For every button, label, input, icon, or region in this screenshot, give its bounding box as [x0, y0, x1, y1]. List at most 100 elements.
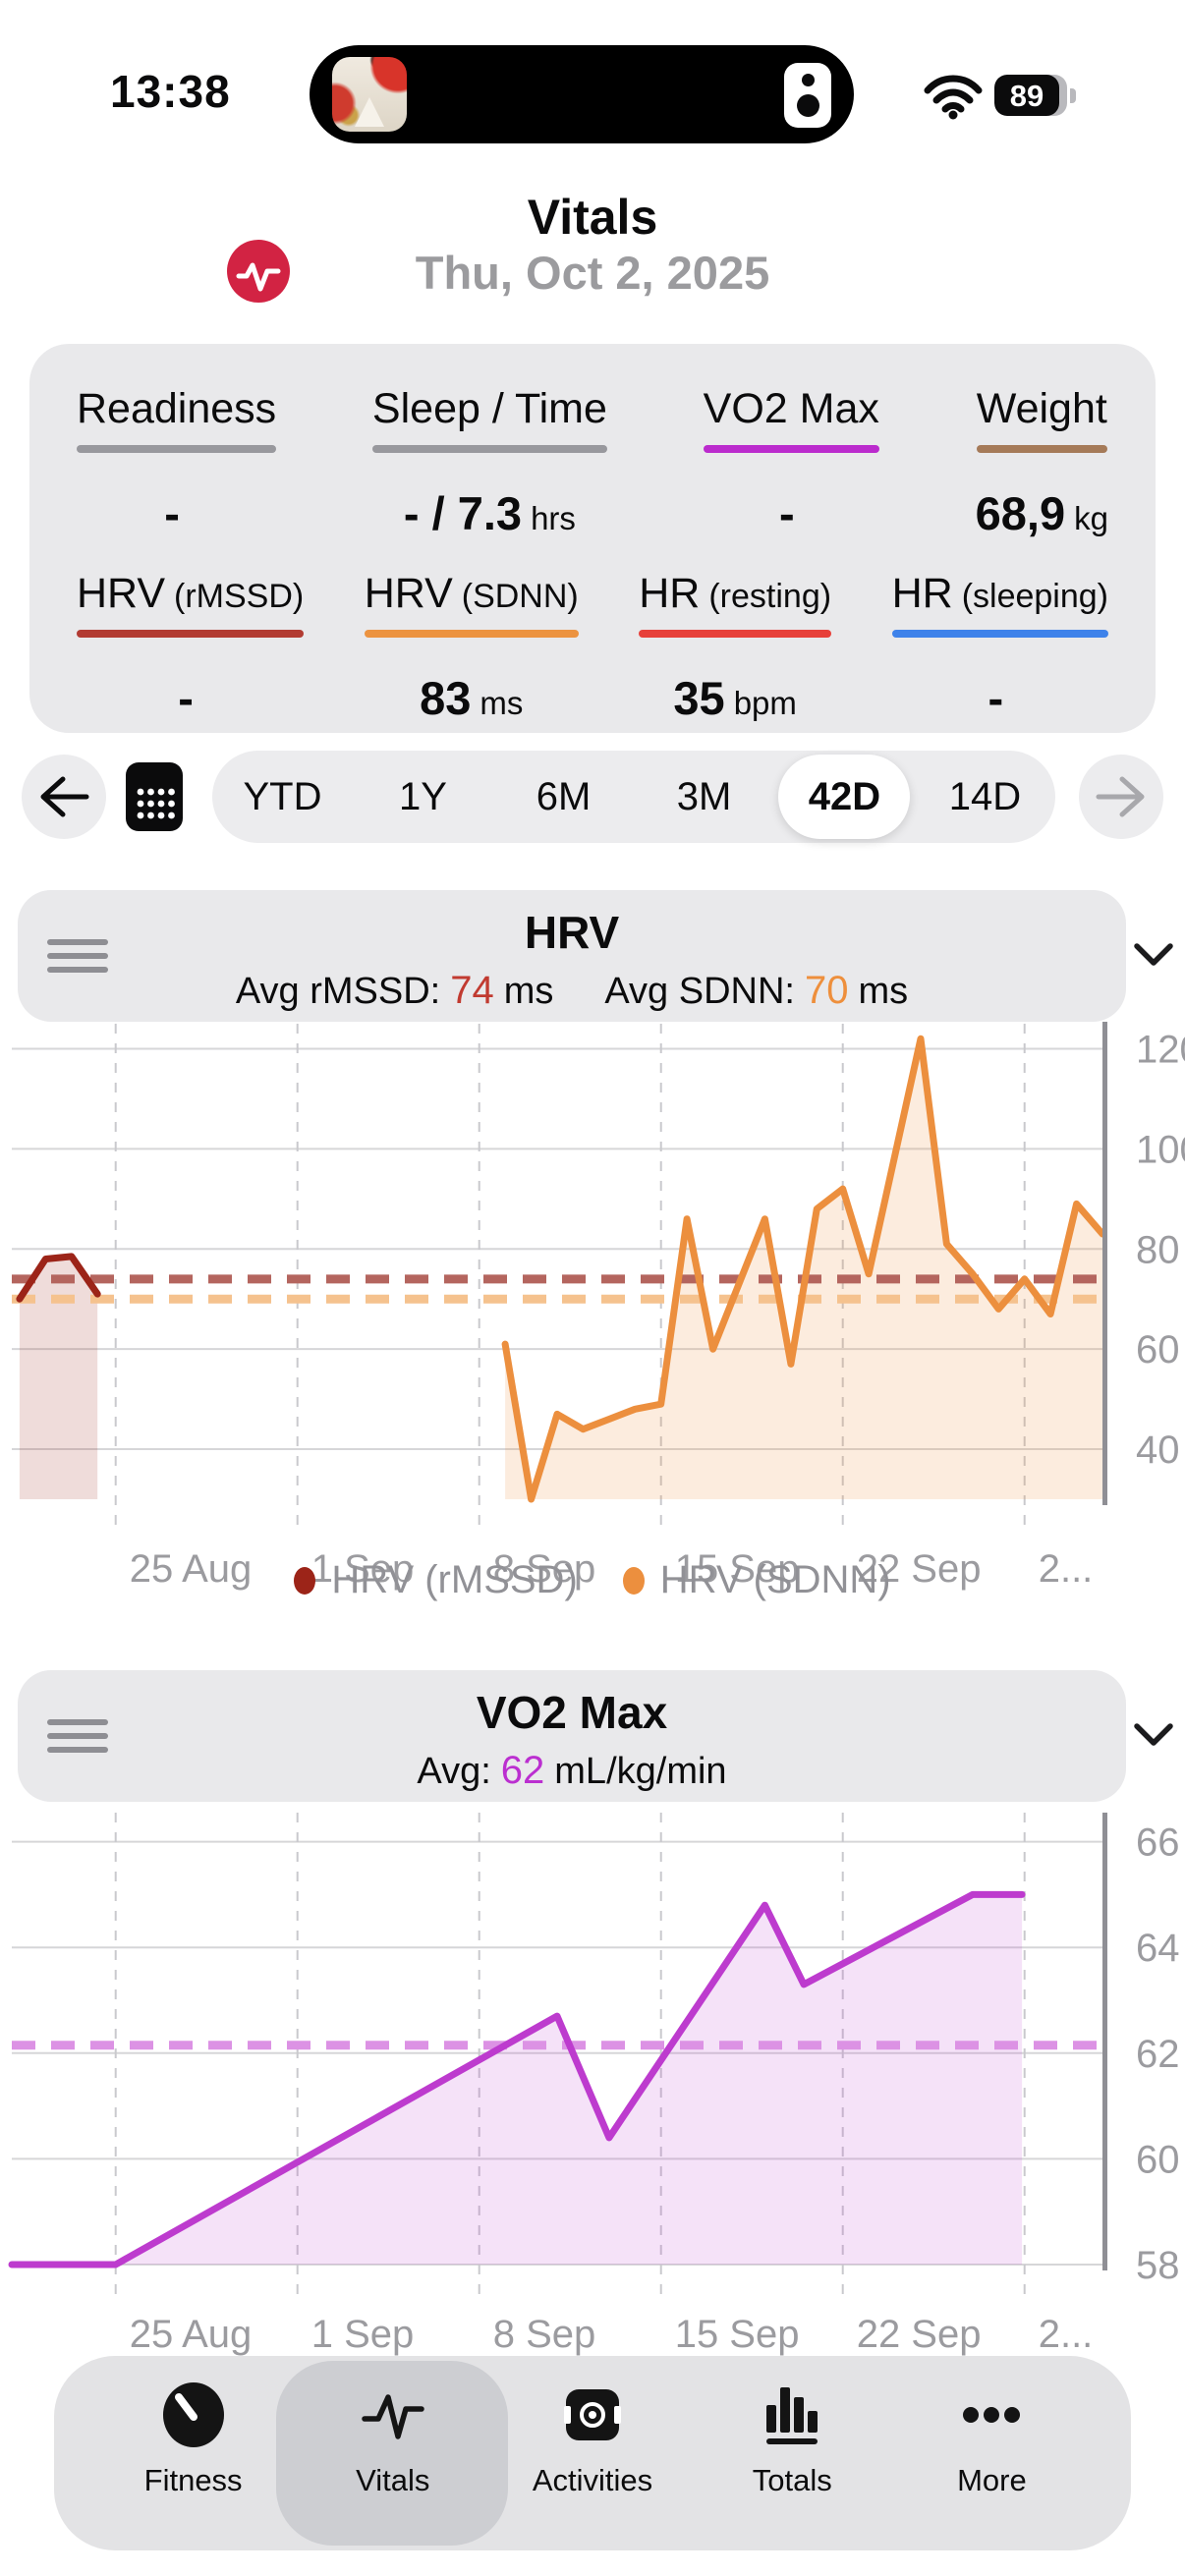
- summary-sleep-time: Sleep / Time - / 7.3 hrs: [371, 385, 607, 539]
- tab-activities-label: Activities: [532, 2463, 653, 2497]
- vo2-chart[interactable]: 58 60 62 64 66 25 Aug 1 Sep 8 Sep 15 Sep 22 Sep 2.…: [0, 1807, 1185, 2363]
- battery-icon: 89: [994, 75, 1067, 116]
- wifi-icon: [922, 69, 985, 125]
- range-back-button[interactable]: [22, 755, 106, 839]
- dynamic-island[interactable]: [310, 45, 854, 143]
- battery-percent: 89: [1009, 79, 1044, 113]
- hrv-chart[interactable]: 40 60 80 100 120 25 Aug 1 Sep 8 Sep 15 Sep 22 Sep…: [0, 1018, 1185, 1611]
- page-date[interactable]: Thu, Oct 2, 2025: [415, 247, 770, 299]
- summary-readiness: Readiness -: [77, 385, 277, 539]
- summary-hr-resting: HR (resting) 35 bpm: [639, 570, 832, 724]
- status-time: 13:38: [110, 66, 231, 117]
- svg-text:15 Sep: 15 Sep: [675, 2313, 800, 2356]
- svg-text:60: 60: [1136, 1328, 1180, 1372]
- svg-text:8 Sep: 8 Sep: [493, 2313, 596, 2356]
- svg-text:60: 60: [1136, 2138, 1180, 2181]
- vo2-avg-line: Avg: 62 mL/kg/min: [417, 1749, 727, 1792]
- hrv-card-title: HRV: [524, 907, 620, 958]
- vo2-collapse-chevron-down-icon[interactable]: [1132, 1721, 1175, 1749]
- range-forward-button[interactable]: [1079, 755, 1163, 839]
- svg-text:1 Sep: 1 Sep: [311, 2313, 415, 2356]
- tab-more-label: More: [957, 2463, 1027, 2497]
- tab-activities[interactable]: Activities: [492, 2356, 692, 2550]
- range-option-1y[interactable]: 1Y: [399, 774, 447, 818]
- summary-hr-sleeping: HR (sleeping) -: [891, 570, 1108, 724]
- svg-text:2...: 2...: [1039, 2313, 1094, 2356]
- tab-bar: Fitness Vitals Activities: [54, 2356, 1131, 2550]
- vo2-card-header: VO2 Max Avg: 62 mL/kg/min: [18, 1670, 1126, 1802]
- range-segmented-control: YTD 1Y 6M 3M 42D 14D: [212, 751, 1055, 843]
- svg-text:25 Aug: 25 Aug: [130, 1547, 253, 1591]
- hrv-avg-rmssd-value: 74: [450, 969, 494, 1012]
- bar-chart-icon: [760, 2381, 824, 2453]
- page-title: Vitals: [527, 190, 658, 245]
- summary-row-1: Readiness - Sleep / Time - / 7.3 hrs VO2 …: [29, 385, 1156, 540]
- sleep-underline: [371, 445, 607, 453]
- svg-text:80: 80: [1136, 1228, 1180, 1271]
- heartbeat-icon: [361, 2381, 425, 2453]
- tab-fitness[interactable]: Fitness: [93, 2356, 293, 2550]
- tab-more[interactable]: More: [892, 2356, 1092, 2550]
- svg-text:40: 40: [1136, 1428, 1180, 1472]
- svg-text:25 Aug: 25 Aug: [130, 2313, 253, 2356]
- summary-hrv-sdnn: HRV (SDNN) 83 ms: [364, 570, 579, 724]
- speaker-icon: [784, 63, 831, 128]
- heart-pulse-icon: [227, 240, 290, 303]
- hrv-collapse-chevron-down-icon[interactable]: [1132, 941, 1175, 969]
- hr-sleeping-underline: [891, 630, 1108, 638]
- hrv-chart-legend: HRV (rMSSD) HRV (SDNN): [0, 1558, 1185, 1602]
- range-selected-pill: [778, 755, 910, 839]
- legend-dot-icon: [622, 1566, 645, 1595]
- legend-item: HRV (SDNN): [622, 1558, 891, 1602]
- range-option-ytd[interactable]: YTD: [243, 774, 322, 818]
- summary-vo2max: VO2 Max -: [703, 385, 879, 539]
- svg-text:8 Sep: 8 Sep: [493, 1547, 596, 1591]
- tab-totals[interactable]: Totals: [693, 2356, 892, 2550]
- svg-text:120: 120: [1136, 1028, 1185, 1071]
- svg-text:22 Sep: 22 Sep: [857, 1547, 982, 1591]
- summary-hrv-rmssd: HRV (rMSSD) -: [77, 570, 305, 724]
- range-option-3m[interactable]: 3M: [676, 774, 732, 818]
- ellipsis-icon: [959, 2381, 1024, 2453]
- tab-vitals[interactable]: Vitals: [293, 2356, 492, 2550]
- svg-text:66: 66: [1136, 1821, 1180, 1865]
- summary-card: Readiness - Sleep / Time - / 7.3 hrs VO2 …: [29, 344, 1156, 733]
- hrv-rmssd-underline: [77, 630, 305, 638]
- svg-text:2...: 2...: [1039, 1547, 1094, 1591]
- hrv-drag-handle-icon[interactable]: [47, 939, 108, 980]
- range-option-14d[interactable]: 14D: [948, 774, 1022, 818]
- hrv-card-header: HRV Avg rMSSD: 74 ms Avg SDNN: 70 ms: [18, 890, 1126, 1022]
- tab-selected-pill: [276, 2361, 508, 2546]
- vo2-card-title: VO2 Max: [476, 1687, 668, 1738]
- range-option-6m[interactable]: 6M: [536, 774, 592, 818]
- tab-fitness-label: Fitness: [143, 2463, 243, 2497]
- svg-text:15 Sep: 15 Sep: [675, 1547, 800, 1591]
- svg-text:58: 58: [1136, 2244, 1180, 2287]
- tab-totals-label: Totals: [752, 2463, 832, 2497]
- svg-text:22 Sep: 22 Sep: [857, 2313, 982, 2356]
- vo2-drag-handle-icon[interactable]: [47, 1719, 108, 1761]
- summary-weight: Weight 68,9 kg: [975, 385, 1108, 539]
- range-option-42d[interactable]: 42D: [808, 774, 881, 818]
- calendar-button[interactable]: [124, 758, 185, 840]
- legend-dot-icon: [294, 1566, 316, 1595]
- live-activity-thumbnail: [332, 57, 407, 132]
- hrv-avg-line: Avg rMSSD: 74 ms Avg SDNN: 70 ms: [235, 969, 909, 1012]
- hr-resting-underline: [639, 630, 832, 638]
- hrv-avg-sdnn-value: 70: [804, 969, 849, 1012]
- vo2max-underline: [703, 445, 879, 453]
- vo2-avg-value: 62: [500, 1749, 545, 1792]
- tab-vitals-label: Vitals: [356, 2463, 430, 2497]
- readiness-underline: [77, 445, 277, 453]
- hrv-sdnn-underline: [364, 630, 579, 638]
- gauge-icon: [161, 2381, 226, 2453]
- legend-item: HRV (rMSSD): [294, 1558, 578, 1602]
- svg-text:1 Sep: 1 Sep: [311, 1547, 415, 1591]
- battery-nub: [1070, 88, 1076, 103]
- weight-underline: [976, 445, 1107, 453]
- sports-field-icon: [560, 2381, 625, 2453]
- summary-row-2: HRV (rMSSD) - HRV (SDNN) 83 ms HR (resting) …: [29, 570, 1156, 725]
- svg-text:64: 64: [1136, 1927, 1180, 1970]
- svg-text:62: 62: [1136, 2033, 1180, 2076]
